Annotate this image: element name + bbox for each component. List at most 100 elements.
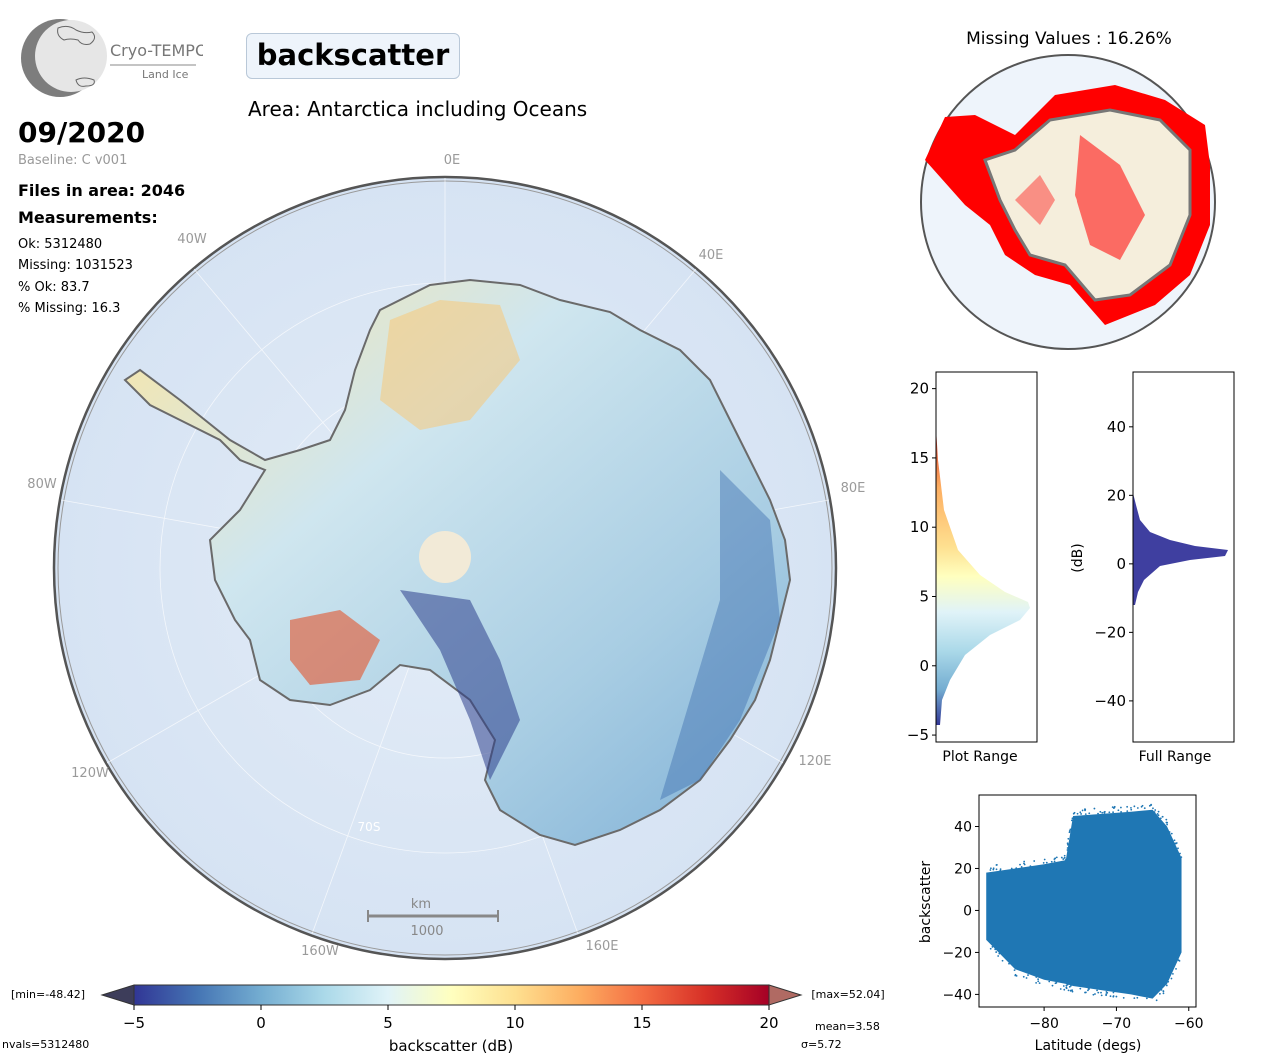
scatter-point <box>1027 974 1029 976</box>
colorbar-tick-label: 0 <box>256 1014 266 1032</box>
scatter-point <box>1105 993 1108 996</box>
scatter-point <box>1066 847 1069 849</box>
scatter-point <box>995 864 998 866</box>
logo-sub: Land Ice <box>142 68 189 81</box>
scatter-point <box>1023 863 1026 866</box>
scatter-point <box>1025 977 1028 979</box>
scatter-point <box>1037 978 1040 981</box>
lon-label-120e: 120E <box>798 754 831 769</box>
scatter-point <box>997 955 1000 957</box>
scatter-point <box>999 868 1002 871</box>
scatter-point <box>1035 981 1038 984</box>
measurements-heading: Measurements: <box>18 208 158 227</box>
scatter-point <box>1050 860 1053 863</box>
scatter-point <box>1014 973 1017 976</box>
scatter-point <box>1162 990 1165 993</box>
scatter-point <box>1088 812 1091 815</box>
scatter-ytick-label: −20 <box>942 945 972 961</box>
scale-value: 1000 <box>410 924 443 939</box>
scatter-point <box>1103 810 1106 813</box>
hist-ytick-label: −40 <box>1094 692 1126 710</box>
scatter-point <box>1029 865 1032 868</box>
scatter-point <box>1087 987 1090 990</box>
scatter-point <box>1015 867 1018 870</box>
scatter-point <box>1161 815 1164 818</box>
colorbar-min: [min=-48.42] <box>11 988 85 1001</box>
scatter-point <box>1170 977 1173 980</box>
scatter-point <box>1059 988 1062 990</box>
scatter-point <box>1069 985 1072 987</box>
lon-label-160e: 160E <box>585 939 618 954</box>
scatter-point <box>1166 821 1169 824</box>
hist-ytick-label: 20 <box>910 380 929 398</box>
scatter-point <box>1133 997 1136 1000</box>
scatter-point <box>1033 860 1036 862</box>
main-map: 0E 40W 40E 80W 80E 120W 120E 160W 160E 7… <box>27 153 866 961</box>
scatter-point <box>1165 984 1168 987</box>
scatter-point <box>1065 987 1068 990</box>
scatter-point <box>1066 849 1069 851</box>
lat-label-70s: 70S <box>358 820 381 834</box>
scatter-point <box>1179 852 1181 855</box>
scatter-point <box>1023 860 1026 863</box>
scatter-point <box>1042 861 1045 864</box>
hist-ytick-label: 40 <box>1107 418 1126 436</box>
colorbar-max: [max=52.04] <box>811 988 884 1001</box>
scatter-xtick-label: −80 <box>1029 1016 1059 1032</box>
colorbar-label: backscatter (dB) <box>389 1037 513 1055</box>
missing-values-map: Missing Values : 16.26% <box>905 25 1235 355</box>
scatter-point <box>1083 808 1086 811</box>
colorbar-tick-label: 20 <box>759 1014 778 1032</box>
scatter-point <box>1166 823 1168 826</box>
scatter-point <box>1048 980 1051 983</box>
scatter-point <box>1159 992 1161 995</box>
scale-bar: km 1000 <box>367 897 499 939</box>
scatter-point <box>989 869 992 871</box>
scatter-point <box>1079 811 1082 814</box>
scatter-point <box>1160 989 1163 991</box>
scatter-point <box>1130 806 1132 809</box>
scatter-point <box>1087 989 1089 992</box>
scatter-point <box>1035 976 1038 978</box>
colorbar-tick-label: −5 <box>123 1014 145 1032</box>
scatter-xlabel: Latitude (degs) <box>1035 1038 1142 1054</box>
scatter-point <box>1112 995 1115 998</box>
hist-ytick-label: 20 <box>1107 486 1126 504</box>
plot-range-label: Plot Range <box>942 749 1017 765</box>
scatter-point <box>1168 831 1171 833</box>
scatter-point <box>1067 989 1070 992</box>
lon-label-120w: 120W <box>71 766 109 781</box>
scatter-point <box>1170 832 1173 835</box>
scatter-point <box>1008 962 1010 965</box>
scatter-point <box>1069 828 1072 831</box>
scatter-point <box>1112 991 1115 994</box>
scatter-point <box>1071 990 1074 993</box>
scatter-point <box>1117 809 1120 812</box>
scatter-point <box>1113 806 1116 809</box>
scatter-point <box>1145 997 1148 1000</box>
lon-label-0e: 0E <box>444 153 461 168</box>
scatter-point <box>1019 863 1021 866</box>
scatter-point <box>1157 810 1160 813</box>
scatter-point <box>1175 842 1178 844</box>
stat-pct-ok: % Ok: 83.7 <box>18 280 90 295</box>
scatter-point <box>1043 858 1046 861</box>
hist-ytick-label: −20 <box>1094 623 1126 641</box>
scatter-point <box>1136 996 1139 999</box>
scatter-point <box>1063 856 1066 859</box>
scale-unit: km <box>411 897 431 912</box>
scatter-point <box>1037 980 1040 983</box>
scatter-point <box>1081 809 1084 812</box>
scatter-point <box>1126 805 1129 808</box>
scatter-point <box>1111 806 1114 809</box>
scatter-point <box>1070 819 1073 822</box>
scatter-point <box>1093 807 1096 810</box>
scatter-point <box>1010 867 1013 870</box>
scatter-point <box>1051 984 1054 987</box>
lon-label-80e: 80E <box>841 481 866 496</box>
scatter-point <box>1055 981 1058 984</box>
full-range-histogram-bars <box>1133 493 1228 605</box>
scatter-point <box>1066 842 1069 845</box>
scatter-point <box>990 867 992 870</box>
scatter-ytick-label: −40 <box>942 987 972 1003</box>
